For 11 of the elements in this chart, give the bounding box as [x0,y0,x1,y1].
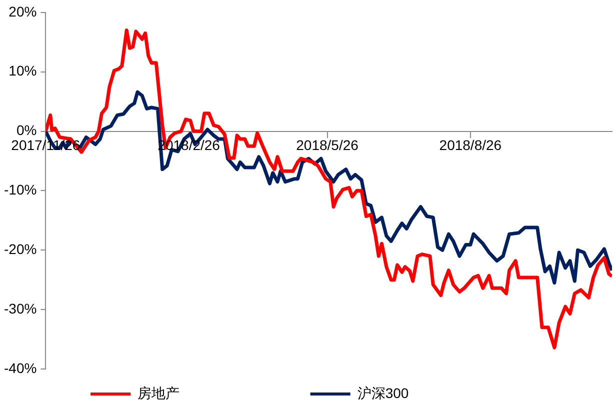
y-tick-label: 10% [8,62,37,79]
y-tick-label: -10% [4,182,37,198]
y-tick-label: -40% [4,360,37,376]
x-tick-label: 2018/8/26 [439,137,502,154]
y-tick-label: 0% [16,122,37,138]
y-tick-label: -20% [4,240,37,257]
x-tick-label: 2018/5/26 [296,137,359,154]
legend-label: 房地产 [138,384,292,401]
y-tick-label: 20% [8,3,37,20]
legend-label: 沪深300 [357,384,522,401]
y-tick-label: -30% [4,300,37,316]
